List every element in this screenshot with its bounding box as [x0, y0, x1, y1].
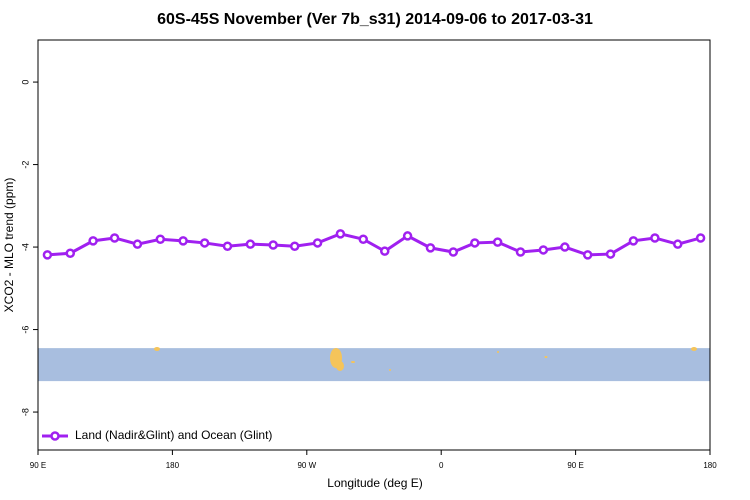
x-axis-label: Longitude (deg E) — [327, 476, 422, 490]
legend-label: Land (Nadir&Glint) and Ocean (Glint) — [75, 428, 272, 442]
legend-marker — [50, 431, 60, 441]
data-point — [132, 239, 143, 249]
land-blob — [351, 361, 355, 363]
data-point — [515, 247, 526, 257]
data-point — [560, 242, 570, 252]
data-point — [312, 238, 323, 248]
data-point — [492, 237, 503, 247]
data-point — [245, 239, 256, 249]
y-tick-label: 0 — [20, 80, 30, 85]
data-point — [289, 241, 300, 251]
data-point — [605, 249, 616, 259]
data-point — [695, 233, 706, 243]
data-point — [650, 233, 660, 243]
x-tick-label: 90 E — [30, 461, 46, 470]
data-point — [402, 231, 413, 241]
data-point — [335, 229, 346, 239]
land-blob — [336, 361, 344, 371]
data-point — [42, 250, 53, 260]
data-point — [65, 248, 76, 258]
surface-band — [38, 348, 710, 382]
y-tick-label: -4 — [20, 243, 30, 251]
data-point — [380, 246, 390, 256]
y-tick-label: -8 — [20, 408, 30, 416]
data-point — [222, 241, 233, 251]
chart-title: 60S-45S November (Ver 7b_s31) 2014-09-06… — [157, 11, 593, 28]
data-point — [448, 247, 459, 257]
data-point — [538, 245, 549, 255]
land-blob — [691, 347, 697, 351]
x-tick-label: 0 — [439, 461, 444, 470]
data-point — [155, 234, 166, 244]
land-blobs — [154, 347, 697, 371]
x-tick-label: 90 W — [297, 461, 316, 470]
y-tick-label: -2 — [20, 161, 30, 169]
data-point — [178, 236, 188, 246]
land-blob — [389, 369, 391, 371]
data-point — [268, 240, 278, 250]
land-blob — [154, 347, 160, 351]
x-tick-label: 180 — [166, 461, 180, 470]
data-point — [470, 238, 480, 248]
plot-frame — [37, 39, 711, 451]
y-axis-label: XCO2 - MLO trend (ppm) — [2, 178, 16, 313]
land-blob — [544, 356, 548, 358]
data-point — [88, 236, 98, 246]
data-point — [628, 236, 639, 246]
data-point — [582, 250, 593, 260]
data-point — [425, 243, 436, 253]
series-line — [47, 232, 701, 257]
x-tick-label: 180 — [703, 461, 717, 470]
land-blob — [497, 351, 499, 353]
y-tick-label: -6 — [20, 326, 30, 334]
data-point — [358, 234, 368, 244]
x-tick-label: 90 E — [567, 461, 583, 470]
data-point — [109, 233, 120, 243]
data-point — [199, 238, 210, 248]
data-point — [672, 239, 683, 249]
